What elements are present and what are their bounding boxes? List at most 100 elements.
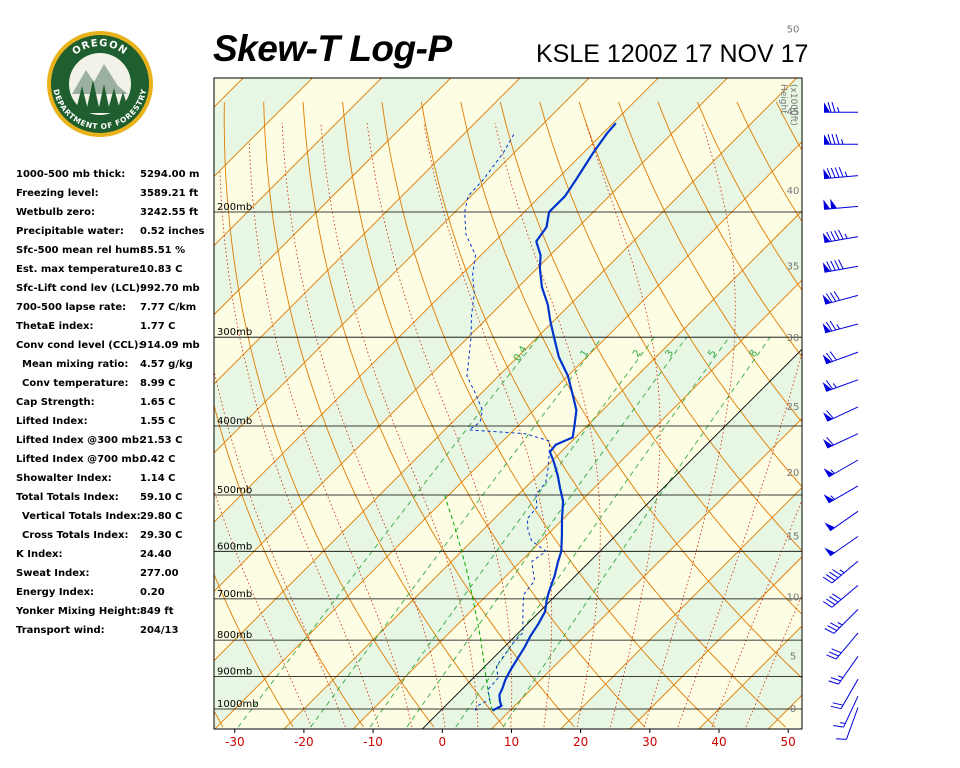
wind-barb-feather [833, 725, 844, 728]
height-tick-label: 50 [787, 24, 800, 35]
wind-barb-feather [826, 598, 836, 606]
wind-barb-staff [843, 695, 859, 728]
x-tick-label: -10 [363, 735, 383, 749]
x-tick-label: 40 [711, 735, 726, 749]
wind-barb [824, 535, 859, 557]
wind-barb-staff [825, 351, 859, 365]
index-row: ThetaE index: 1.77 C [16, 320, 208, 339]
wind-barb-feather [825, 352, 834, 362]
index-value: 3589.21 ft [140, 188, 199, 199]
isotherm-line [629, 556, 802, 729]
wind-barb-pennant [824, 134, 830, 145]
pressure-label: 1000mb [217, 699, 259, 710]
index-row: Lifted Index @700 mb: 0.42 C [16, 453, 208, 472]
wind-barb-pennant [822, 382, 832, 392]
wind-barb [822, 229, 859, 243]
wind-barb [822, 320, 859, 334]
wind-barb-staff [833, 609, 859, 634]
index-label: Lifted Index: [16, 416, 88, 427]
isotherm-line [490, 417, 802, 729]
moist-adiabat-line [214, 489, 312, 728]
height-tick-label: 20 [787, 468, 800, 479]
wind-barb-pennant [822, 294, 831, 305]
wind-barb-staff [824, 175, 859, 180]
height-axis-label: (x1000ft) [788, 84, 798, 126]
wind-barb-feather [830, 167, 836, 178]
wind-barb-feather [828, 651, 839, 657]
isotherm-line [559, 486, 802, 729]
wind-barb-feather [829, 292, 837, 302]
wind-barb [822, 259, 859, 273]
mixing-ratio-line [310, 336, 603, 728]
wind-barb [823, 485, 859, 504]
index-row: Energy Index: 0.20 [16, 586, 208, 605]
moist-adiabat-line [320, 123, 479, 728]
oregon-forestry-logo: OREGON DEPARTMENT OF FORESTRY [46, 30, 154, 138]
wind-barb-pennant [823, 494, 834, 503]
index-row: 1000-500 mb thick: 5294.00 m [16, 168, 208, 187]
mixing-ratio-line [237, 336, 539, 728]
index-row: Freezing level: 3589.21 ft [16, 187, 208, 206]
index-label: Mean mixing ratio: [22, 359, 129, 370]
moist-adiabat-line [219, 170, 380, 728]
dry-adiabat-line [539, 101, 802, 552]
dry-adiabat-line [775, 101, 802, 152]
wind-barb [822, 585, 859, 608]
isotherm-line [214, 78, 659, 523]
wind-barb-feather [838, 259, 844, 270]
index-value: 3242.55 ft [140, 207, 199, 218]
index-row: Wetbulb zero: 3242.55 ft [16, 206, 208, 225]
index-label: Conv temperature: [22, 378, 129, 389]
wind-barb-feather [830, 677, 841, 682]
dry-adiabat-line [855, 102, 960, 727]
wind-barb [823, 459, 859, 478]
index-row: Conv temperature: 8.99 C [16, 377, 208, 396]
wind-barb-feather [829, 320, 837, 331]
height-tick-label: 35 [787, 261, 800, 272]
isotherm-line [283, 210, 802, 729]
x-tick-label: 20 [573, 735, 588, 749]
wind-barb-feather [822, 576, 833, 584]
wind-barb [823, 406, 859, 422]
x-tick-label: -20 [294, 735, 314, 749]
index-label: Wetbulb zero: [16, 207, 95, 218]
index-value: 7.77 C/km [140, 302, 197, 313]
wind-barb-feather [825, 321, 833, 332]
dry-adiabat-line [895, 102, 960, 727]
moist-adiabat-line [643, 123, 736, 728]
height-tick-label: 5 [790, 651, 796, 662]
wind-barb-half-feather [837, 107, 840, 113]
wind-barb [824, 510, 859, 532]
wind-barb-staff [824, 265, 859, 273]
index-label: Energy Index: [16, 587, 95, 598]
wind-barb-feather [826, 261, 832, 272]
mixing-ratio-line [406, 336, 688, 728]
index-value: 29.80 C [140, 511, 183, 522]
dry-adiabat-line [618, 101, 802, 423]
wind-barb-half-feather [839, 569, 845, 574]
index-value: 849 ft [140, 606, 174, 617]
wind-barb-half-feather [841, 139, 844, 145]
index-row: Precipitable water: 0.52 inches [16, 225, 208, 244]
dry-adiabat-line [816, 102, 960, 727]
index-row: Sfc-Lift cond lev (LCL): 992.70 mb [16, 282, 208, 301]
wind-barb-feather [834, 230, 840, 241]
wind-barb-half-feather [837, 675, 844, 679]
wind-barb [824, 134, 858, 145]
isotherm-line [214, 78, 383, 247]
index-label: Sfc-Lift cond lev (LCL): [16, 283, 145, 294]
wind-barb [823, 167, 859, 180]
index-value: 1.77 C [140, 321, 176, 332]
index-row: Total Totals Index: 59.10 C [16, 491, 208, 510]
isotherm-line [214, 78, 729, 593]
pressure-label: 900mb [217, 667, 252, 678]
height-tick-label: 15 [787, 531, 800, 542]
zero-isotherm [421, 348, 802, 729]
index-label: Showalter Index: [16, 473, 112, 484]
wind-barb-pennant [823, 168, 831, 179]
index-row: K Index: 24.40 [16, 548, 208, 567]
moist-adiabat-line [214, 368, 346, 728]
wind-barb-pennant [823, 199, 831, 210]
pressure-label: 200mb [217, 202, 252, 213]
